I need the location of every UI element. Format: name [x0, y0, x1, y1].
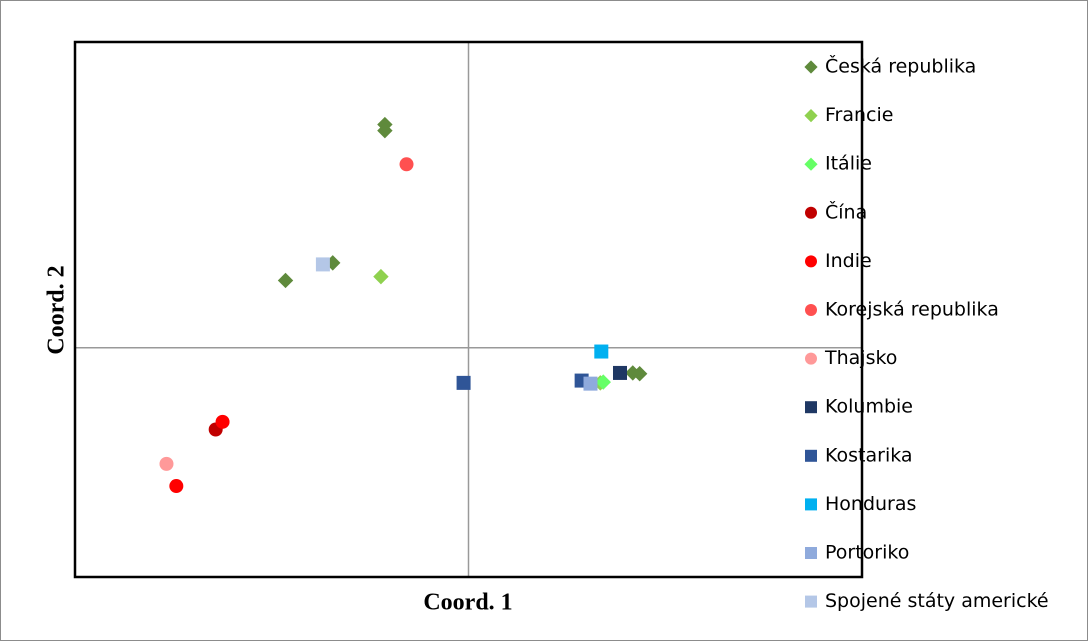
- legend-marker: [805, 255, 817, 268]
- x-axis-title: Coord. 1: [423, 590, 512, 616]
- point: [277, 272, 294, 289]
- legend-marker: [805, 304, 817, 316]
- legend-label: Itálie: [825, 153, 872, 175]
- legend-label: Korejská republika: [825, 299, 999, 321]
- legend-marker: [805, 547, 817, 559]
- legend-marker: [804, 157, 818, 171]
- point: [631, 366, 648, 382]
- legend-label: Indie: [825, 250, 872, 272]
- legend-label: Kolumbie: [825, 396, 913, 418]
- point: [595, 374, 611, 390]
- plot-area: [73, 40, 864, 579]
- point: [373, 268, 389, 285]
- point: [169, 479, 184, 494]
- point: [215, 414, 230, 429]
- legend-label: Thajsko: [824, 347, 897, 369]
- legend-marker: [805, 498, 817, 511]
- legend-marker: [805, 401, 817, 414]
- legend-marker: [804, 60, 818, 74]
- point: [456, 375, 471, 390]
- legend-label: Honduras: [825, 493, 916, 515]
- legend-label: Čína: [825, 199, 867, 223]
- point: [315, 257, 330, 272]
- point: [377, 122, 393, 139]
- legend-label: Česká republika: [825, 54, 976, 78]
- legend-label: Spojené státy americké: [825, 590, 1049, 612]
- legend-label: Francie: [825, 104, 893, 126]
- legend-marker: [805, 206, 817, 219]
- legend-marker: [805, 352, 817, 365]
- point: [594, 344, 609, 359]
- legend-label: Kostarika: [825, 444, 913, 466]
- legend-label: Portoriko: [825, 542, 909, 564]
- legend-marker: [804, 109, 818, 123]
- point: [583, 376, 598, 391]
- point: [612, 365, 627, 380]
- legend-marker: [805, 595, 817, 608]
- legend-marker: [805, 449, 817, 462]
- point: [159, 456, 174, 471]
- y-axis-title: Coord. 2: [44, 265, 70, 354]
- point: [399, 157, 414, 172]
